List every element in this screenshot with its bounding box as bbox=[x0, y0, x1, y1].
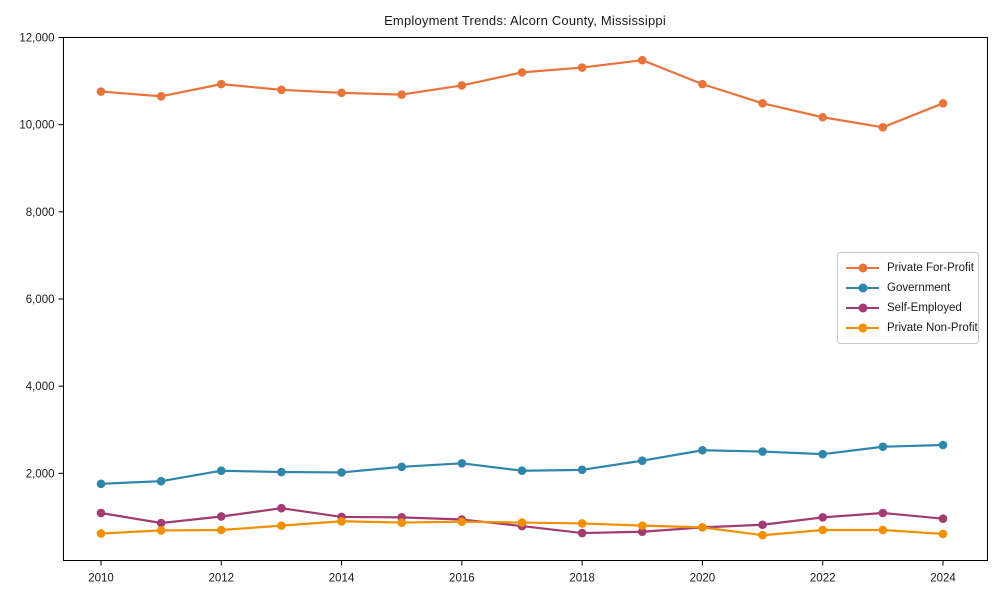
x-tick-label: 2010 bbox=[88, 573, 114, 585]
data-point bbox=[216, 512, 226, 521]
data-point bbox=[818, 525, 828, 535]
data-point bbox=[758, 520, 767, 530]
y-tick-label: 2,000 bbox=[26, 468, 55, 480]
x-tick-label: 2022 bbox=[810, 573, 836, 585]
data-point bbox=[938, 529, 948, 539]
x-tick-label: 2020 bbox=[690, 573, 716, 585]
y-tick-label: 6,000 bbox=[26, 294, 55, 306]
legend: Private For-Profit Government Self-Emplo… bbox=[837, 252, 979, 344]
data-point bbox=[938, 440, 948, 450]
data-point bbox=[337, 516, 346, 526]
legend-item-private-for-profit: Private For-Profit bbox=[846, 258, 974, 278]
chart-title: Employment Trends: Alcorn County, Missis… bbox=[384, 13, 666, 28]
data-point bbox=[577, 63, 587, 72]
legend-label: Private For-Profit bbox=[887, 262, 974, 274]
x-tick-label: 2024 bbox=[930, 573, 956, 585]
data-point bbox=[156, 92, 166, 101]
data-point bbox=[517, 68, 527, 77]
x-tick-label: 2012 bbox=[208, 573, 234, 585]
data-point bbox=[637, 55, 647, 65]
x-tick-label: 2014 bbox=[329, 573, 355, 585]
line-marker-swatch-icon bbox=[846, 302, 879, 314]
data-point bbox=[577, 528, 587, 538]
data-point bbox=[938, 99, 948, 108]
data-point bbox=[156, 526, 166, 535]
legend-label: Private Non-Profit bbox=[887, 322, 978, 334]
legend-label: Government bbox=[887, 282, 951, 294]
data-point bbox=[637, 527, 647, 537]
data-point bbox=[277, 467, 286, 477]
data-point bbox=[216, 525, 226, 535]
legend-label: Self-Employed bbox=[887, 302, 962, 314]
data-point bbox=[698, 445, 707, 455]
data-point bbox=[156, 518, 166, 528]
line-marker-swatch-icon bbox=[846, 282, 879, 294]
data-point bbox=[397, 462, 407, 472]
data-point bbox=[698, 523, 707, 532]
data-point bbox=[96, 529, 106, 538]
data-point bbox=[818, 112, 828, 122]
data-point bbox=[216, 79, 226, 89]
legend-item-private-non-profit: Private Non-Profit bbox=[846, 318, 978, 338]
series-line bbox=[99, 443, 945, 485]
x-tick-label: 2018 bbox=[569, 573, 595, 585]
data-point bbox=[637, 456, 647, 465]
data-point bbox=[156, 476, 166, 486]
x-tick-label: 2016 bbox=[449, 573, 475, 585]
data-point bbox=[818, 449, 828, 459]
data-point bbox=[96, 508, 106, 518]
data-point bbox=[277, 85, 286, 95]
data-point bbox=[758, 447, 767, 456]
data-point bbox=[457, 517, 467, 527]
data-point bbox=[698, 79, 707, 89]
data-point bbox=[397, 90, 407, 99]
line-marker-swatch-icon bbox=[846, 322, 879, 334]
data-point bbox=[938, 514, 948, 523]
data-point bbox=[337, 468, 346, 477]
data-point bbox=[577, 465, 587, 475]
data-point bbox=[96, 479, 106, 489]
data-point bbox=[517, 518, 527, 527]
data-point bbox=[637, 521, 647, 530]
data-point bbox=[758, 530, 767, 540]
data-point bbox=[517, 466, 527, 476]
data-point bbox=[457, 459, 467, 468]
y-tick-label: 8,000 bbox=[26, 207, 55, 219]
data-point bbox=[457, 81, 467, 90]
data-point bbox=[577, 519, 587, 528]
data-point bbox=[277, 503, 286, 513]
legend-item-government: Government bbox=[846, 278, 972, 298]
data-point bbox=[397, 518, 407, 527]
y-tick-label: 10,000 bbox=[19, 120, 54, 132]
data-point bbox=[878, 442, 888, 452]
data-point bbox=[216, 466, 226, 476]
data-point bbox=[818, 513, 828, 522]
data-point bbox=[878, 508, 888, 518]
data-point bbox=[878, 122, 888, 132]
line-marker-swatch-icon bbox=[846, 262, 879, 274]
data-point bbox=[758, 99, 767, 108]
data-point bbox=[96, 87, 106, 96]
legend-item-self-employed: Self-Employed bbox=[846, 298, 972, 318]
data-point bbox=[277, 521, 286, 530]
y-tick-label: 12,000 bbox=[19, 33, 54, 45]
data-point bbox=[337, 88, 346, 98]
y-tick-label: 4,000 bbox=[26, 381, 55, 393]
data-point bbox=[878, 525, 888, 535]
